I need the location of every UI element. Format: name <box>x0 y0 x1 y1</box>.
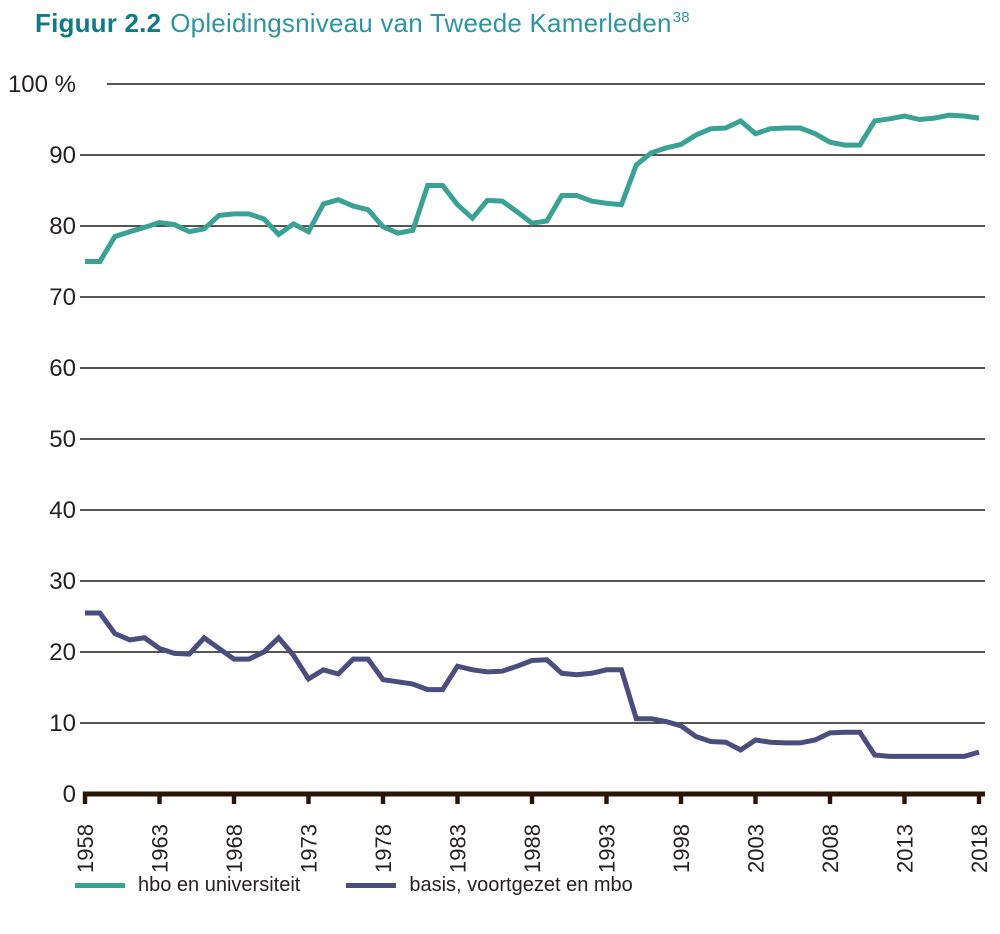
svg-text:1988: 1988 <box>520 824 545 873</box>
svg-text:20: 20 <box>49 639 76 666</box>
footnote-reference: 38 <box>672 9 690 26</box>
svg-text:30: 30 <box>49 568 76 595</box>
svg-text:2013: 2013 <box>893 824 918 873</box>
svg-text:50: 50 <box>49 426 76 453</box>
svg-text:40: 40 <box>49 497 76 524</box>
svg-text:0: 0 <box>63 781 76 808</box>
svg-text:1958: 1958 <box>73 824 98 873</box>
svg-text:1973: 1973 <box>297 824 322 873</box>
svg-text:90: 90 <box>49 142 76 169</box>
legend-item-basis: basis, voortgezet en mbo <box>346 874 633 897</box>
svg-text:2003: 2003 <box>744 824 769 873</box>
svg-text:1968: 1968 <box>222 824 247 873</box>
legend-label-basis: basis, voortgezet en mbo <box>409 874 633 896</box>
svg-text:1963: 1963 <box>148 824 173 873</box>
svg-text:1983: 1983 <box>446 824 471 873</box>
figure-title-text: Opleidingsniveau van Tweede Kamerleden <box>170 8 672 38</box>
svg-text:100 %: 100 % <box>8 71 76 98</box>
hbo-line-swatch <box>75 883 125 888</box>
svg-text:2018: 2018 <box>967 824 992 873</box>
figure-number: Figuur 2.2 <box>35 8 162 38</box>
basis-line-swatch <box>346 883 397 888</box>
svg-text:2008: 2008 <box>818 824 843 873</box>
svg-text:1993: 1993 <box>595 824 620 873</box>
legend-label-hbo: hbo en universiteit <box>138 874 301 896</box>
svg-text:60: 60 <box>49 355 76 382</box>
svg-text:80: 80 <box>49 213 76 240</box>
svg-text:10: 10 <box>49 710 76 737</box>
figure-title: Figuur 2.2 Opleidingsniveau van Tweede Ka… <box>35 8 690 39</box>
chart-legend: hbo en universiteit basis, voortgezet en… <box>75 874 633 897</box>
svg-text:1998: 1998 <box>669 824 694 873</box>
svg-text:1978: 1978 <box>371 824 396 873</box>
svg-text:70: 70 <box>49 284 76 311</box>
legend-item-hbo: hbo en universiteit <box>75 874 300 897</box>
